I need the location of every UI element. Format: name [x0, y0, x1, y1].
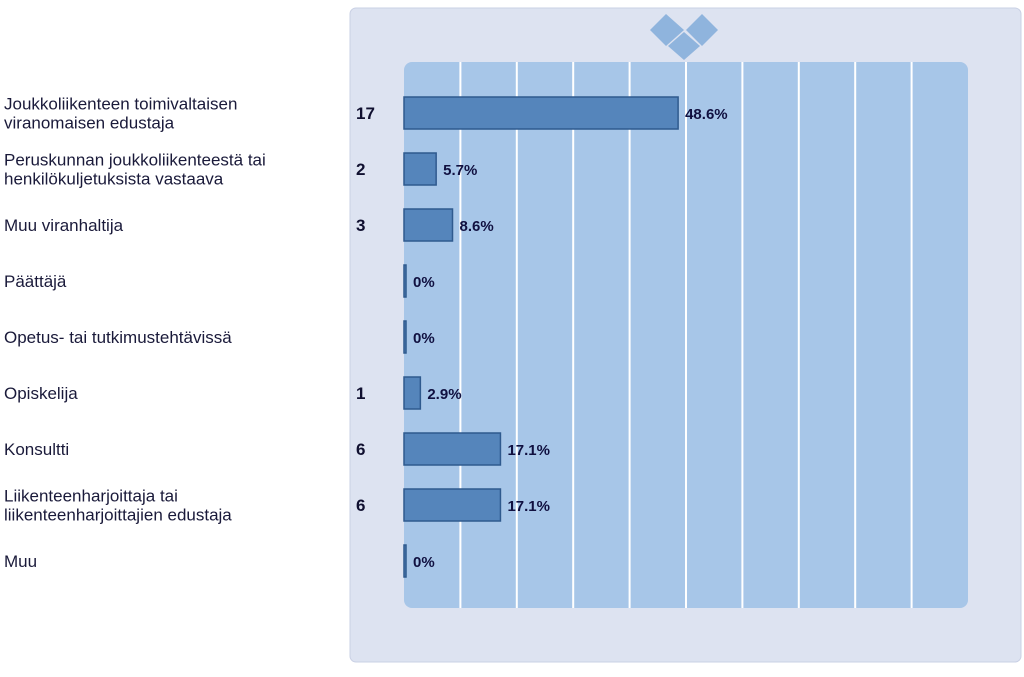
percent-label: 0% — [413, 554, 435, 571]
percent-label: 17.1% — [507, 442, 550, 459]
category-label: Opiskelija — [4, 384, 78, 403]
count-label: 3 — [356, 216, 365, 235]
category-label: Liikenteenharjoittaja tai liikenteenharjo… — [4, 487, 232, 525]
category-label: Peruskunnan joukkoliikenteestä tai henkil… — [4, 151, 266, 189]
count-label: 6 — [356, 496, 365, 515]
bar-row: Muu 0% — [4, 544, 435, 578]
logo-diamond-right — [686, 14, 718, 46]
bar — [403, 544, 407, 578]
bar — [403, 376, 422, 410]
category-label: Päättäjä — [4, 272, 67, 291]
bar-row: Muu viranhaltija 3 8.6% — [4, 208, 494, 242]
bar-row: Päättäjä 0% — [4, 264, 435, 298]
bar-row: Joukkoliikenteen toimivaltaisen viranomai… — [4, 95, 728, 133]
category-label: Muu — [4, 552, 37, 571]
count-label: 6 — [356, 440, 365, 459]
bar-rows: Joukkoliikenteen toimivaltaisen viranomai… — [4, 95, 728, 578]
bar — [403, 96, 679, 130]
bar-row: Liikenteenharjoittaja tai liikenteenharjo… — [4, 487, 550, 525]
bar-row: Opetus- tai tutkimustehtävissä 0% — [4, 320, 435, 354]
category-label: Konsultti — [4, 440, 69, 459]
bar-row: Konsultti 6 17.1% — [4, 432, 550, 466]
bar-row: Peruskunnan joukkoliikenteestä tai henkil… — [4, 151, 477, 189]
bar — [403, 320, 407, 354]
bar — [403, 208, 454, 242]
category-label: Muu viranhaltija — [4, 216, 124, 235]
percent-label: 8.6% — [460, 218, 494, 235]
bar — [403, 488, 502, 522]
percent-label: 0% — [413, 274, 435, 291]
bar — [403, 152, 437, 186]
count-label: 2 — [356, 160, 365, 179]
percent-label: 17.1% — [507, 498, 550, 515]
bar — [403, 432, 502, 466]
percent-label: 2.9% — [427, 386, 461, 403]
percent-label: 48.6% — [685, 106, 728, 123]
percent-label: 5.7% — [443, 162, 477, 179]
count-label: 1 — [356, 384, 365, 403]
category-label: Joukkoliikenteen toimivaltaisen viranomai… — [4, 95, 237, 133]
bar — [403, 264, 407, 298]
bar-row: Opiskelija 1 2.9% — [4, 376, 462, 410]
percent-label: 0% — [413, 330, 435, 347]
category-label: Opetus- tai tutkimustehtävissä — [4, 328, 232, 347]
logo-diamond-bottom — [668, 32, 700, 60]
logo-diamond-left — [650, 14, 684, 46]
count-label: 17 — [356, 104, 375, 123]
diamond-logo-icon — [650, 14, 718, 60]
